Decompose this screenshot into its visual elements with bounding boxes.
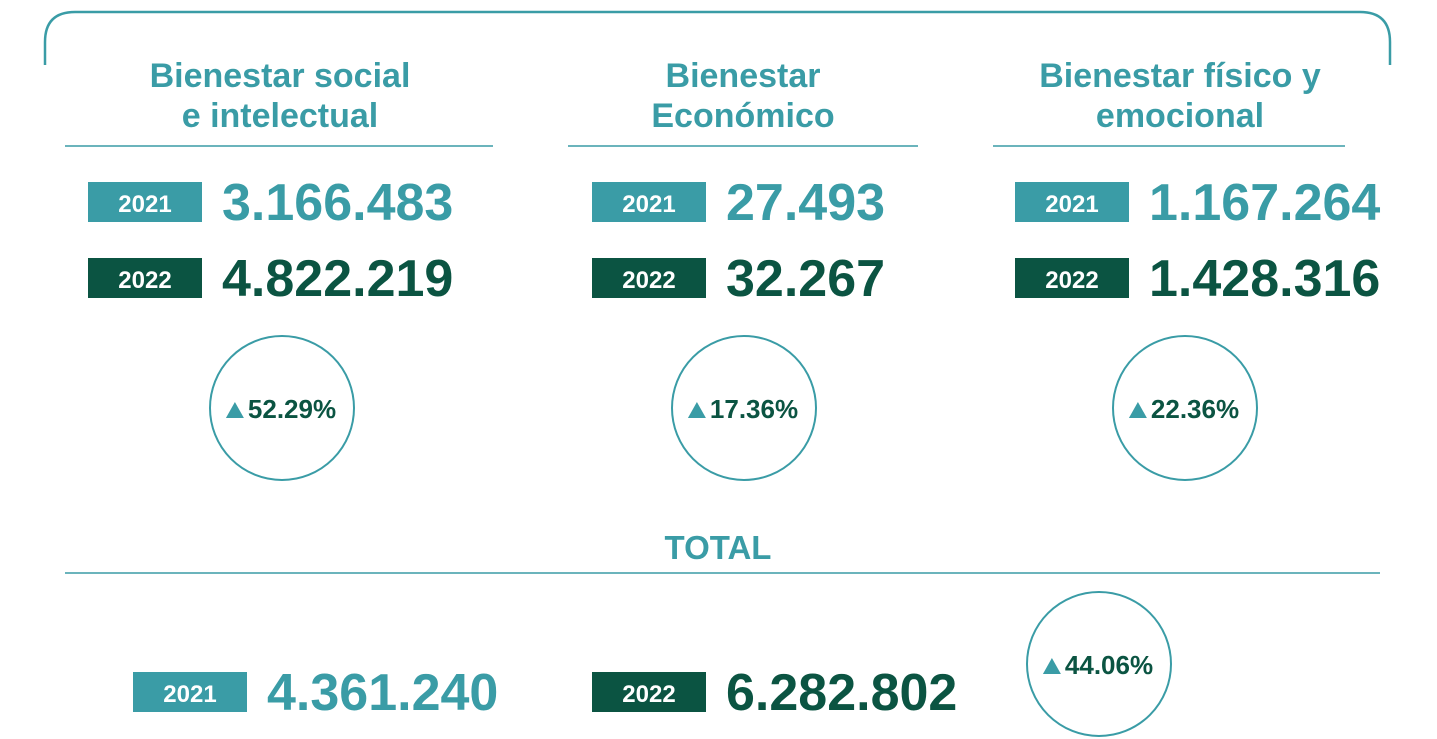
year-label: 2021 (622, 191, 675, 218)
change-value: 52.29% (248, 394, 336, 424)
year-label: 2022 (118, 267, 171, 294)
section-title: Bienestar físico y (1039, 57, 1321, 95)
year-badge (592, 182, 706, 222)
section-title: Bienestar (666, 57, 821, 95)
top-frame (43, 10, 1392, 65)
up-triangle (1042, 658, 1061, 674)
section-title: emocional (1096, 97, 1264, 135)
change-value: 44.06% (1065, 650, 1153, 680)
year-label: 2021 (163, 681, 216, 708)
change-circle (1112, 335, 1258, 481)
amount: 4.361.240 (267, 664, 498, 722)
year-badge (1015, 182, 1129, 222)
change-value: 17.36% (710, 394, 798, 424)
up-triangle (1128, 402, 1147, 418)
change-circle (671, 335, 817, 481)
change-value: 22.36% (1151, 394, 1239, 424)
year-badge (88, 182, 202, 222)
year-badge (133, 672, 247, 712)
total-title: TOTAL (665, 529, 772, 566)
up-triangle (225, 402, 244, 418)
amount: 4.822.219 (222, 250, 453, 308)
amount: 1.167.264 (1149, 174, 1380, 232)
year-label: 2022 (622, 267, 675, 294)
year-badge (88, 258, 202, 298)
amount: 6.282.802 (726, 664, 957, 722)
up-triangle (687, 402, 706, 418)
amount: 27.493 (726, 174, 885, 232)
amount: 32.267 (726, 250, 885, 308)
year-label: 2022 (1045, 267, 1098, 294)
change-circle (1026, 591, 1172, 737)
amount: 1.428.316 (1149, 250, 1380, 308)
amount: 3.166.483 (222, 174, 453, 232)
year-label: 2021 (118, 191, 171, 218)
change-circle (209, 335, 355, 481)
year-badge (592, 258, 706, 298)
year-badge (1015, 258, 1129, 298)
year-label: 2022 (622, 681, 675, 708)
section-title: e intelectual (182, 97, 379, 135)
section-title: Bienestar social (150, 57, 411, 95)
year-badge (592, 672, 706, 712)
section-title: Económico (651, 97, 834, 135)
year-label: 2021 (1045, 191, 1098, 218)
